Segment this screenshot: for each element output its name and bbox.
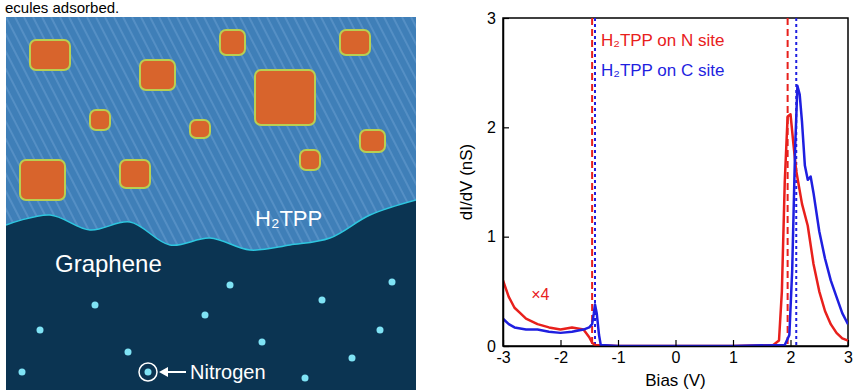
lattice-line [96,17,216,250]
lattice-line [6,17,117,250]
nitrogen-dopant [145,369,152,376]
x-tick: 2 [787,340,796,366]
lattice-line [150,17,270,250]
y-tick-label: 0 [487,338,496,355]
x-tick-label: -1 [611,349,625,366]
onset-line [591,18,593,346]
nitrogen-dopant [259,339,266,346]
x-tick: 3 [844,340,853,366]
caption-fragment: ecules adsorbed. [5,0,119,16]
nitrogen-dopant [319,297,326,304]
lattice-line [213,17,333,250]
y-axis: 0 1 2 3 [487,10,509,355]
y-axis-line [503,19,505,347]
plot-marks [503,18,848,346]
nitrogen-dopant [125,349,132,356]
x-tick-mark [848,340,849,346]
lattice-line [87,17,207,250]
graphene-region [6,17,416,390]
y-axis-title: dI/dV (nS) [457,144,476,221]
y-tick: 0 [487,338,509,355]
nitrogen-arrowhead [159,367,168,377]
image-label: H₂TPP [255,206,322,231]
legend-entry: H₂TPP on C site [601,61,724,80]
x-tick: 0 [672,340,681,366]
y-tick-label: 1 [487,228,496,245]
y-tick-mark [503,237,509,238]
nitrogen-dopant [92,302,99,309]
annotation: ×4 [531,286,549,303]
island-edge [6,200,416,250]
nitrogen-dopant [19,369,26,376]
lattice-line [15,17,135,250]
x-tick: -1 [611,340,625,366]
x-tick: 1 [729,340,738,366]
y-tick: 3 [487,10,509,27]
x-tick-label: -3 [496,349,510,366]
nitrogen-dopant [302,375,309,382]
lattice-line [6,17,126,250]
molecule-cluster [220,30,245,55]
onset-line [594,18,596,346]
legend-entry: H₂TPP on N site [601,31,724,50]
lattice-line [78,17,198,250]
x-tick-mark [790,340,791,346]
nitrogen-dopant [377,327,384,334]
lattice-line [114,17,234,250]
plot-frame [503,18,848,346]
x-tick-label: 0 [672,349,681,366]
lattice-line [231,17,351,250]
y-tick-mark [503,127,509,128]
image-label: Nitrogen [190,361,266,383]
y-tick-label: 3 [487,10,496,27]
y-tick: 1 [487,228,509,245]
x-tick-mark [733,340,734,346]
x-tick-label: -2 [554,349,568,366]
image-label: Graphene [55,250,162,277]
lattice-line [60,17,180,250]
x-tick-label: 1 [729,349,738,366]
molecule-cluster [20,160,65,200]
nitrogen-dopant [389,279,396,286]
lattice-line [132,17,252,250]
nitrogen-marker [139,363,157,381]
x-axis-title: Bias (V) [645,371,705,390]
nitrogen-dopant [202,312,209,319]
stm-image [6,17,416,390]
x-tick-mark [560,340,561,346]
molecule-cluster [255,70,315,125]
molecule-cluster [30,40,70,70]
lattice-line [105,17,225,250]
y-tick-mark [503,18,509,19]
molecule-cluster [120,160,150,188]
molecule-layer [6,17,416,250]
figure: ecules adsorbed.H₂TPPGrapheneNitrogen-3-… [0,0,866,392]
graphene-cover [6,200,416,390]
x-tick: -2 [554,340,568,366]
nitrogen-dopant [227,282,234,289]
molecule-cluster [300,150,320,170]
molecule-cluster [360,130,385,152]
x-tick-label: 2 [787,349,796,366]
lattice-line [249,17,369,250]
onset-line [787,18,789,346]
y-tick-label: 2 [487,119,496,136]
lattice-stripes [6,17,416,250]
lattice-line [141,17,261,250]
x-tick-label: 3 [844,349,853,366]
x-tick-mark [675,340,676,346]
nitrogen-dopant [37,327,44,334]
nitrogen-dopant [349,355,356,362]
molecule-cluster [140,60,175,90]
x-axis: -3 -2 -1 0 1 2 3 [496,340,853,366]
lattice-line [204,17,324,250]
x-tick-mark [618,340,619,346]
lattice-line [69,17,189,250]
molecule-cluster [90,110,110,130]
y-tick-mark [503,346,509,347]
molecule-cluster [340,30,370,55]
y-tick: 2 [487,119,509,136]
molecule-cluster [190,120,210,138]
spectrum-line [503,86,848,346]
